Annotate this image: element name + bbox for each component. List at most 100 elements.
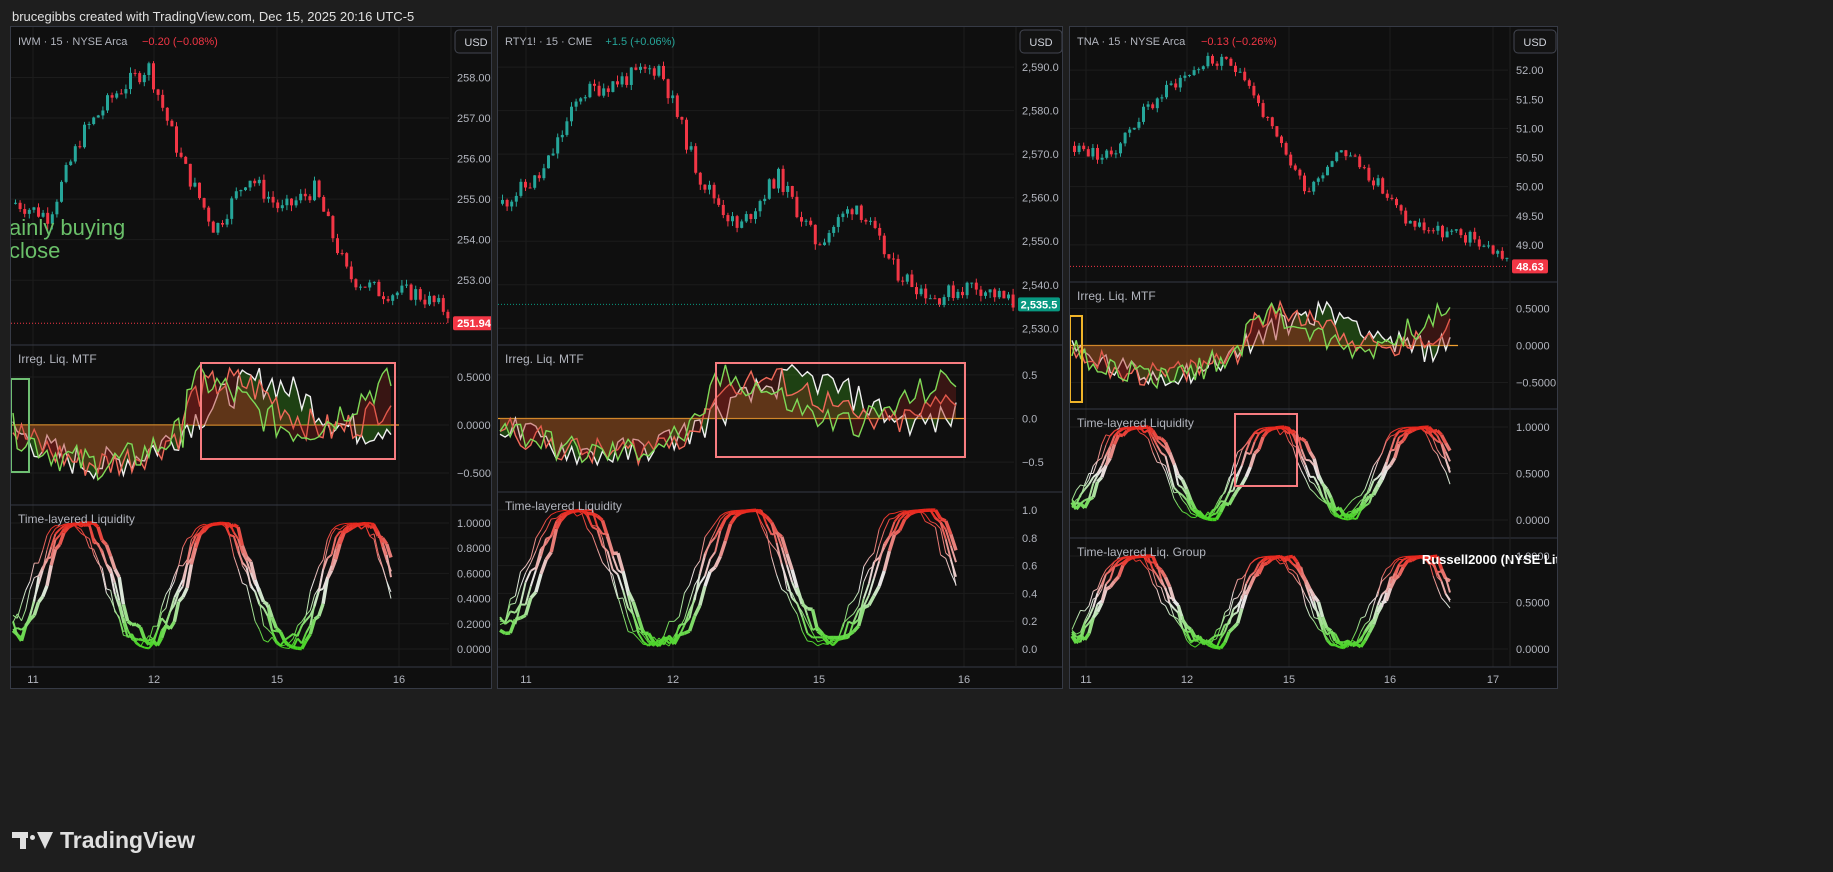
candle <box>993 289 997 298</box>
candle <box>1468 231 1472 243</box>
candle <box>602 88 606 96</box>
symbol-title[interactable]: TNA · 15 · NYSE Arca <box>1077 36 1186 48</box>
candle <box>147 63 151 75</box>
candle <box>1261 103 1265 117</box>
currency-label[interactable]: USD <box>464 37 487 49</box>
candle <box>501 199 504 204</box>
candle <box>1011 294 1015 308</box>
chart-panel-tna[interactable]: 52.00 51.50 51.00 50.50 50.00 49.50 49.00 48.63… <box>1069 26 1558 689</box>
candle <box>754 211 757 220</box>
candle <box>133 72 137 74</box>
candle <box>1312 181 1316 192</box>
candle <box>216 223 220 233</box>
candle <box>1445 231 1449 238</box>
candle <box>979 289 983 296</box>
candle <box>1119 143 1122 154</box>
candle <box>1344 150 1348 157</box>
candle <box>721 204 725 216</box>
candle <box>1454 229 1458 231</box>
pane-axis-tick: 1.0000 <box>1516 551 1550 563</box>
candle <box>859 205 863 220</box>
candle <box>984 292 987 296</box>
candle <box>354 279 358 288</box>
candle <box>1114 153 1118 155</box>
candle <box>152 63 155 90</box>
currency-label[interactable]: USD <box>1523 37 1546 49</box>
last-price-label: 251.94 <box>457 318 492 330</box>
candle <box>322 196 326 212</box>
candle <box>1289 154 1293 166</box>
candle <box>864 219 868 222</box>
candle <box>823 242 826 246</box>
candle <box>570 106 573 122</box>
candle <box>326 211 330 217</box>
pane-axis-tick: 0.0000 <box>1516 341 1550 353</box>
symbol-title[interactable]: IWM · 15 · NYSE Arca <box>18 36 128 48</box>
candle <box>69 161 73 166</box>
candle <box>781 168 785 192</box>
time-axis-tick: 12 <box>1181 674 1193 686</box>
pane-axis-tick: 0.4000 <box>457 594 491 606</box>
price-axis-tick: 51.50 <box>1516 94 1544 106</box>
candle <box>629 67 633 85</box>
rty-chart-svg[interactable]: 2,590.0 2,580.0 2,570.0 2,560.0 2,550.0 2,540… <box>498 27 1063 689</box>
candle <box>50 214 54 224</box>
candle <box>32 207 36 210</box>
pane-axis-tick: 0.6 <box>1022 561 1037 573</box>
pane-title: Irreg. Liq. MTF <box>505 352 584 366</box>
candle <box>657 65 661 76</box>
candle <box>124 89 128 94</box>
candle <box>1482 245 1486 247</box>
candle <box>1500 250 1504 259</box>
candle <box>537 175 541 179</box>
pane-axis-tick: 0.4 <box>1022 588 1037 600</box>
candle <box>1229 58 1233 66</box>
candle <box>905 274 909 282</box>
candle <box>519 181 523 196</box>
candle <box>1358 156 1362 168</box>
chart-panel-rty[interactable]: 2,590.0 2,580.0 2,570.0 2,560.0 2,550.0 2,540… <box>497 26 1063 689</box>
candle <box>790 185 794 197</box>
chart-panel-iwm[interactable]: 258.00 257.00 256.00 255.00 254.00 253.00 251.… <box>10 26 492 689</box>
candle <box>735 216 739 228</box>
price-axis-tick: 257.00 <box>457 113 491 125</box>
candle <box>349 266 353 280</box>
highlight-box <box>1070 315 1083 403</box>
price-axis-tick: 255.00 <box>457 194 491 206</box>
candle <box>175 126 178 153</box>
candle <box>161 94 165 108</box>
price-axis-tick: 2,560.0 <box>1022 193 1059 205</box>
pane-axis-tick: −0.5000 <box>457 468 492 480</box>
candle <box>919 288 923 295</box>
iwm-chart-svg[interactable]: 258.00 257.00 256.00 255.00 254.00 253.00 251.… <box>11 27 492 689</box>
pane-axis-tick: 1.0000 <box>1516 422 1550 434</box>
candle <box>1385 193 1389 198</box>
tna-chart-svg[interactable]: 52.00 51.50 51.00 50.50 50.00 49.50 49.00 48.63… <box>1070 27 1558 689</box>
candle <box>1128 129 1132 133</box>
candle <box>294 200 298 206</box>
currency-label[interactable]: USD <box>1029 37 1052 49</box>
candle <box>299 193 303 201</box>
price-axis-tick: 256.00 <box>457 154 491 166</box>
candle <box>616 81 619 85</box>
symbol-title[interactable]: RTY1! · 15 · CME <box>505 36 592 48</box>
candle <box>1496 250 1500 254</box>
candle <box>970 282 974 284</box>
candle <box>110 95 114 98</box>
pane-axis-tick: 0.2000 <box>457 619 491 631</box>
candle <box>772 179 776 189</box>
candle <box>717 198 721 205</box>
time-axis-tick: 12 <box>667 674 679 686</box>
pane-axis-tick: 0.5 <box>1022 370 1037 382</box>
time-axis-tick: 15 <box>271 674 283 686</box>
candle <box>556 137 560 154</box>
pane-axis-tick: 1.0000 <box>457 518 491 530</box>
candle <box>1220 56 1224 66</box>
candle <box>869 220 872 222</box>
candle <box>1073 145 1076 152</box>
candle <box>1234 65 1237 73</box>
candle <box>1505 257 1509 259</box>
candle <box>565 121 569 135</box>
candle <box>818 244 822 246</box>
candle <box>308 196 312 201</box>
